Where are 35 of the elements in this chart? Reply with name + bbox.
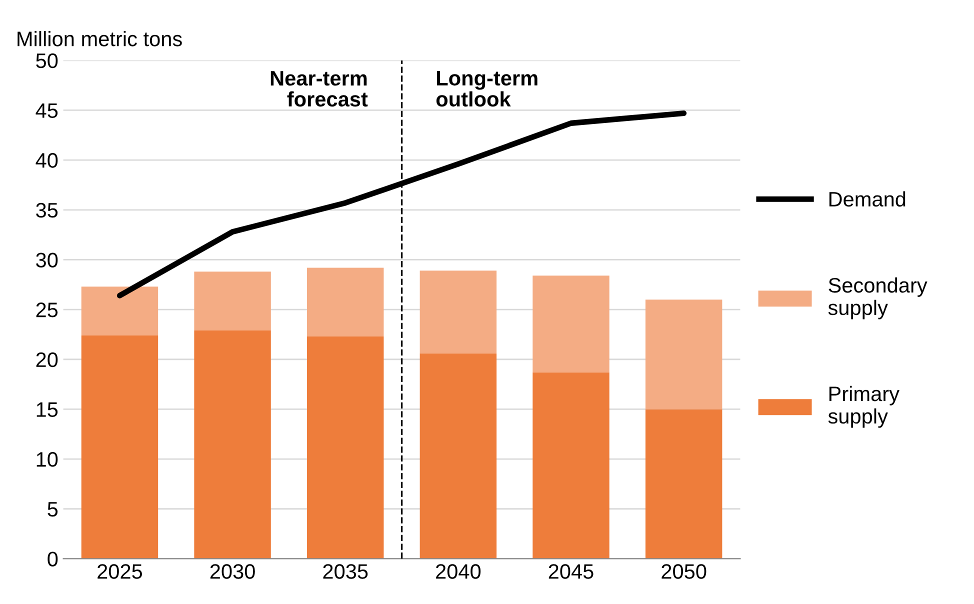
y-tick-label: 0 [48,552,58,566]
bar [532,372,610,559]
bar [532,276,610,372]
y-tick-label: 50 [36,53,58,68]
y-tick-label: 5 [48,502,58,517]
legend-label: Primary supply [828,386,900,428]
legend-label: Secondary supply [828,277,928,320]
y-tick-label: 20 [36,352,58,368]
bar [81,286,158,336]
y-tick-label: 15 [36,402,58,417]
y-tick-label: 45 [36,103,58,118]
bar [420,353,497,559]
x-tick-label: 2025 [98,564,142,579]
bar [307,336,384,559]
bar [194,272,271,330]
annotation: Long-term outlook [436,71,538,107]
y-tick-label: 35 [36,202,58,218]
bar [645,300,722,410]
bar [420,270,497,354]
x-tick-label: 2050 [662,564,706,579]
bar [645,409,722,559]
x-tick-label: 2030 [210,564,255,579]
x-tick-label: 2040 [436,564,481,579]
bar [194,330,271,559]
x-tick-label: 2045 [548,564,594,579]
y-tick-label: 10 [36,452,58,467]
y-tick-label: 30 [36,252,58,268]
y-axis-title: Million metric tons [18,31,182,46]
y-tick-label: 25 [36,302,58,318]
annotation: Near-term forecast [270,71,368,107]
legend-label: Demand [829,191,906,207]
x-tick-label: 2035 [323,564,368,579]
y-tick-label: 40 [36,153,58,168]
bar [307,268,384,336]
bar [81,335,158,559]
